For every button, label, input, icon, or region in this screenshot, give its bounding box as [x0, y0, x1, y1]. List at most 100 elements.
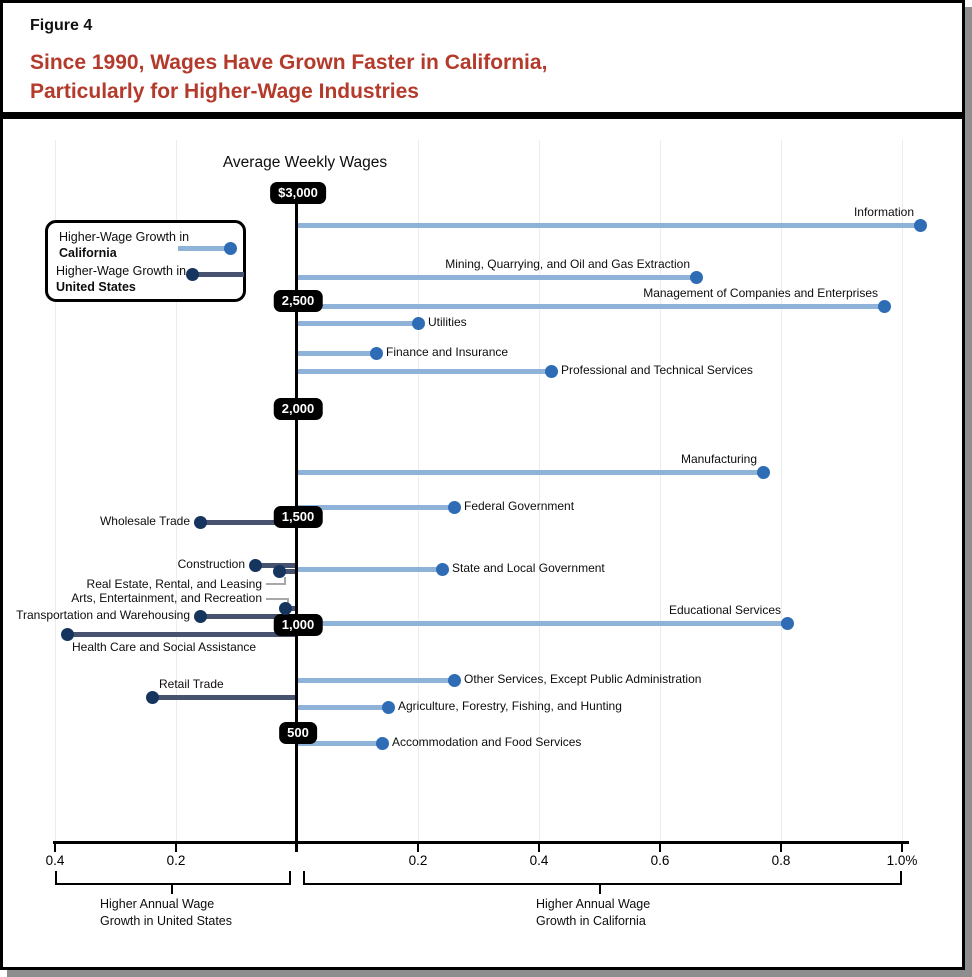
industry-label: Health Care and Social Assistance: [72, 640, 257, 654]
lollipop-dot: [194, 516, 207, 529]
industry-label: State and Local Government: [452, 561, 605, 575]
wage-badge: 500: [279, 722, 317, 744]
lollipop-bar: [200, 614, 297, 619]
legend-california-dot-swatch: [224, 242, 237, 255]
ca-bracket-right-tick: [900, 871, 902, 883]
lollipop-dot: [273, 565, 286, 578]
x-axis-tick-label: 0.4: [45, 853, 65, 868]
x-axis-tick-label: 0.8: [771, 853, 791, 868]
wage-badge: 2,000: [273, 398, 323, 420]
lollipop-dot: [61, 628, 74, 641]
lollipop-dot: [781, 617, 794, 630]
lollipop-dot: [757, 466, 770, 479]
lollipop-dot: [412, 317, 425, 330]
legend-california-label: Higher-Wage Growth in California: [59, 229, 189, 261]
lollipop-dot: [279, 602, 292, 615]
lollipop-dot: [878, 300, 891, 313]
industry-label: Educational Services: [668, 603, 781, 617]
x-axis-tick: [659, 844, 661, 852]
legend-us-line-swatch: [192, 272, 244, 277]
title-separator: [3, 112, 962, 119]
lollipop-dot: [146, 691, 159, 704]
x-axis-tick-label: 1.0%: [886, 853, 918, 868]
gridline: [902, 140, 903, 841]
industry-label: Construction: [177, 557, 245, 571]
industry-label: Accommodation and Food Services: [392, 735, 582, 749]
ca-bracket-pointer: [599, 885, 601, 894]
industry-label: Manufacturing: [680, 452, 757, 466]
figure-title-line1: Since 1990, Wages Have Grown Faster in C…: [30, 51, 548, 74]
lollipop-dot: [448, 674, 461, 687]
lollipop-dot: [370, 347, 383, 360]
industry-label: Management of Companies and Enterprises: [643, 286, 878, 300]
industry-label: Professional and Technical Services: [561, 363, 753, 377]
lollipop-bar: [200, 520, 297, 525]
industry-label: Arts, Entertainment, and Recreation: [71, 591, 262, 605]
ca-bracket-left-tick: [303, 871, 305, 883]
lollipop-dot: [545, 365, 558, 378]
x-axis-tick-label: 0.2: [408, 853, 428, 868]
us-region-label-line2: Growth in United States: [100, 914, 233, 928]
industry-label: Federal Government: [464, 499, 575, 513]
ca-region-label: Higher Annual Wage Growth in California: [536, 896, 650, 930]
gridline: [660, 140, 661, 841]
x-axis-tick-label: 0.2: [166, 853, 186, 868]
legend-us-label: Higher-Wage Growth in United States: [56, 263, 186, 295]
wage-badge: 1,500: [273, 506, 323, 528]
ca-region-label-line1: Higher Annual Wage: [536, 897, 651, 911]
figure-number: Figure 4: [30, 17, 93, 34]
industry-label: Mining, Quarrying, and Oil and Gas Extra…: [445, 257, 690, 271]
legend-california-line2: California: [59, 246, 117, 260]
lollipop-bar: [297, 505, 454, 510]
x-axis-tick: [901, 844, 903, 852]
label-connector-line: [266, 598, 289, 600]
lollipop-bar: [297, 470, 763, 475]
x-axis-tick: [538, 844, 540, 852]
industry-label: Retail Trade: [159, 677, 224, 691]
legend-us-line1: Higher-Wage Growth in: [56, 264, 187, 278]
lollipop-bar: [297, 621, 787, 626]
lollipop-dot: [914, 219, 927, 232]
lollipop-dot: [448, 501, 461, 514]
x-axis-tick-label: 0.4: [529, 853, 549, 868]
industry-label: Utilities: [428, 315, 467, 329]
lollipop-dot: [249, 559, 262, 572]
lollipop-bar: [297, 567, 442, 572]
us-region-label: Higher Annual Wage Growth in United Stat…: [100, 896, 232, 930]
x-axis-tick: [175, 844, 177, 852]
lollipop-bar: [297, 321, 418, 326]
gridline: [539, 140, 540, 841]
wage-badge: $3,000: [270, 182, 326, 204]
legend-california-line1: Higher-Wage Growth in: [59, 230, 190, 244]
lollipop-bar: [297, 741, 382, 746]
gridline: [781, 140, 782, 841]
lollipop-bar: [152, 695, 297, 700]
x-axis-tick: [417, 844, 419, 852]
lollipop-dot: [194, 610, 207, 623]
ca-region-label-line2: Growth in California: [536, 914, 646, 928]
label-connector-line: [266, 583, 286, 585]
chart-legend: Higher-Wage Growth in California Higher-…: [45, 220, 246, 302]
us-bracket-right-tick: [289, 871, 291, 883]
industry-label: Finance and Insurance: [386, 345, 509, 359]
lollipop-dot: [690, 271, 703, 284]
industry-label: Real Estate, Rental, and Leasing: [86, 577, 262, 591]
x-axis-tick: [780, 844, 782, 852]
gridline: [176, 140, 177, 841]
lollipop-bar: [67, 632, 297, 637]
legend-us-line2: United States: [56, 280, 136, 294]
x-axis-tick-label: 0.6: [650, 853, 670, 868]
industry-label: Information: [853, 205, 914, 219]
ca-range-bracket: [303, 883, 902, 885]
figure-title-line2: Particularly for Higher-Wage Industries: [30, 80, 419, 103]
lollipop-bar: [297, 223, 920, 228]
us-region-label-line1: Higher Annual Wage: [100, 897, 215, 911]
label-connector-line: [287, 598, 289, 604]
lollipop-bar: [297, 275, 696, 280]
industry-label: Wholesale Trade: [99, 514, 190, 528]
gridline: [55, 140, 56, 841]
lollipop-bar: [297, 678, 454, 683]
wage-badge: 2,500: [273, 290, 323, 312]
title-block: Figure 4 Since 1990, Wages Have Grown Fa…: [30, 17, 547, 106]
lollipop-bar: [297, 369, 551, 374]
